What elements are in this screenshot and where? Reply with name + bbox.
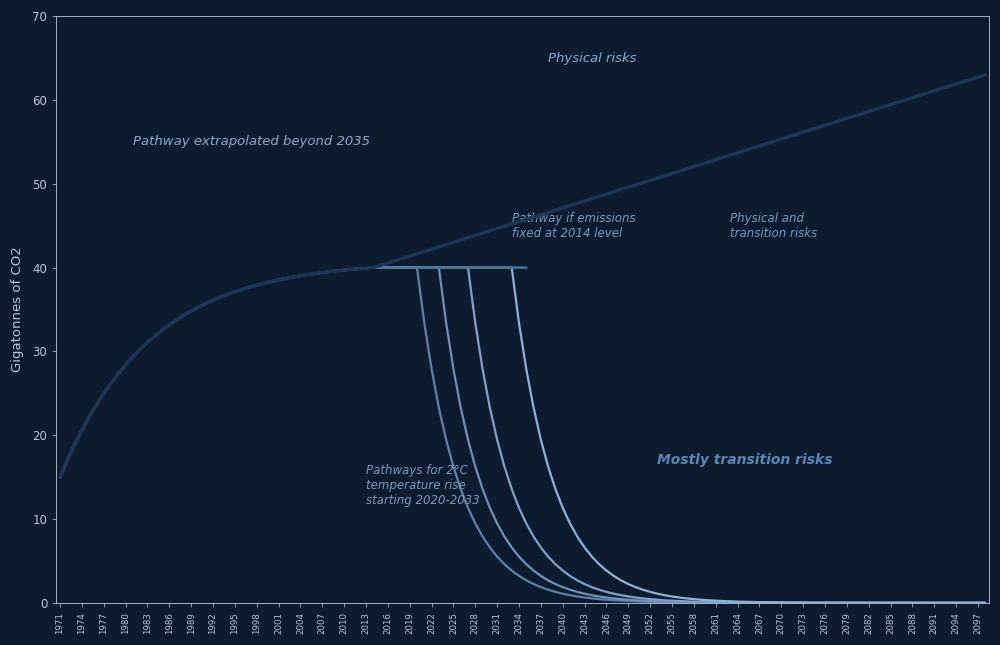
Text: Pathway extrapolated beyond 2035: Pathway extrapolated beyond 2035 xyxy=(133,135,370,148)
Y-axis label: Gigatonnes of CO2: Gigatonnes of CO2 xyxy=(11,246,24,372)
Text: Pathway if emissions
fixed at 2014 level: Pathway if emissions fixed at 2014 level xyxy=(512,212,635,240)
Text: Pathways for 2°C
temperature rise
starting 2020-2033: Pathways for 2°C temperature rise starti… xyxy=(366,464,480,507)
Text: Physical and
transition risks: Physical and transition risks xyxy=(730,212,817,240)
Text: Mostly transition risks: Mostly transition risks xyxy=(657,453,833,468)
Text: Physical risks: Physical risks xyxy=(548,52,637,64)
